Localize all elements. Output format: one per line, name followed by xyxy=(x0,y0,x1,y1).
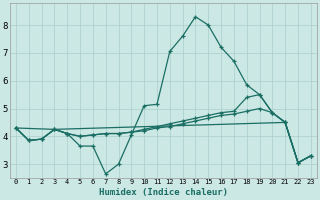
X-axis label: Humidex (Indice chaleur): Humidex (Indice chaleur) xyxy=(99,188,228,197)
